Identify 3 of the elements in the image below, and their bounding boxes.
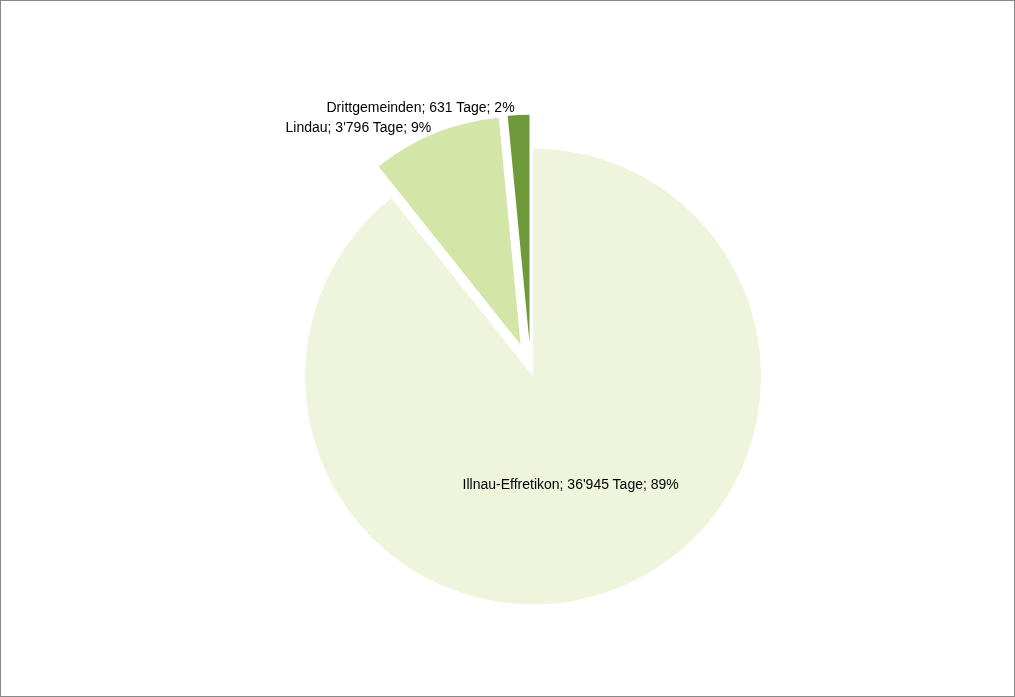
slice-label: Drittgemeinden; 631 Tage; 2% bbox=[326, 99, 515, 116]
slice-label: Illnau-Effretikon; 36'945 Tage; 89% bbox=[462, 476, 679, 493]
slice-label: Lindau; 3'796 Tage; 9% bbox=[285, 118, 432, 135]
